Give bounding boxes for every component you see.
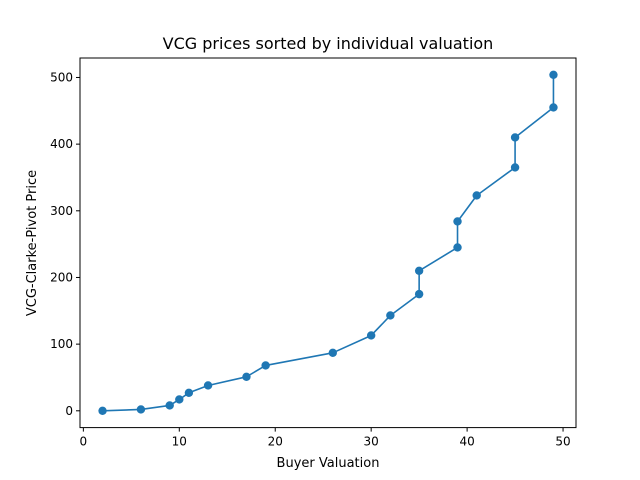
- data-point: [510, 133, 520, 142]
- y-tick-label: 400: [50, 137, 73, 151]
- y-tick-label: 200: [50, 270, 73, 284]
- data-point: [386, 311, 395, 320]
- data-point: [165, 401, 174, 410]
- plot-area: [79, 57, 577, 429]
- y-tick-label: 300: [50, 204, 73, 218]
- y-tick-label: 0: [65, 404, 73, 418]
- chart-title: VCG prices sorted by individual valuatio…: [163, 34, 494, 53]
- y-axis: 0 100 200 300 400 500: [50, 70, 80, 418]
- y-axis-label: VCG-Clarke-Pivot Price: [25, 170, 40, 316]
- data-point: [175, 395, 184, 404]
- x-axis: 0 10 20 30 40 50: [80, 427, 571, 449]
- x-axis-label: Buyer Valuation: [277, 456, 380, 471]
- data-point: [136, 405, 146, 414]
- data-point: [242, 372, 251, 381]
- x-tick-label: 50: [555, 435, 570, 449]
- x-tick-label: 20: [268, 435, 283, 449]
- x-tick-label: 10: [172, 435, 187, 449]
- data-point: [366, 331, 376, 340]
- data-point: [472, 191, 481, 200]
- y-tick-label: 100: [50, 337, 73, 351]
- data-point: [549, 103, 558, 112]
- data-point: [549, 70, 558, 80]
- data-point: [510, 163, 520, 172]
- series-layer: [98, 70, 558, 415]
- data-point: [261, 361, 270, 370]
- data-point: [453, 217, 462, 226]
- x-tick-label: 0: [80, 435, 88, 449]
- data-point: [203, 381, 213, 390]
- data-point: [328, 348, 337, 357]
- data-point: [184, 388, 194, 397]
- series-line: [102, 74, 555, 412]
- plot-frame: [79, 57, 577, 429]
- data-point: [414, 266, 424, 275]
- data-point: [98, 406, 107, 415]
- data-point: [414, 289, 424, 299]
- x-tick-label: 40: [459, 435, 474, 449]
- data-point: [453, 243, 462, 252]
- y-tick-label: 500: [50, 70, 73, 84]
- x-tick-label: 30: [364, 435, 379, 449]
